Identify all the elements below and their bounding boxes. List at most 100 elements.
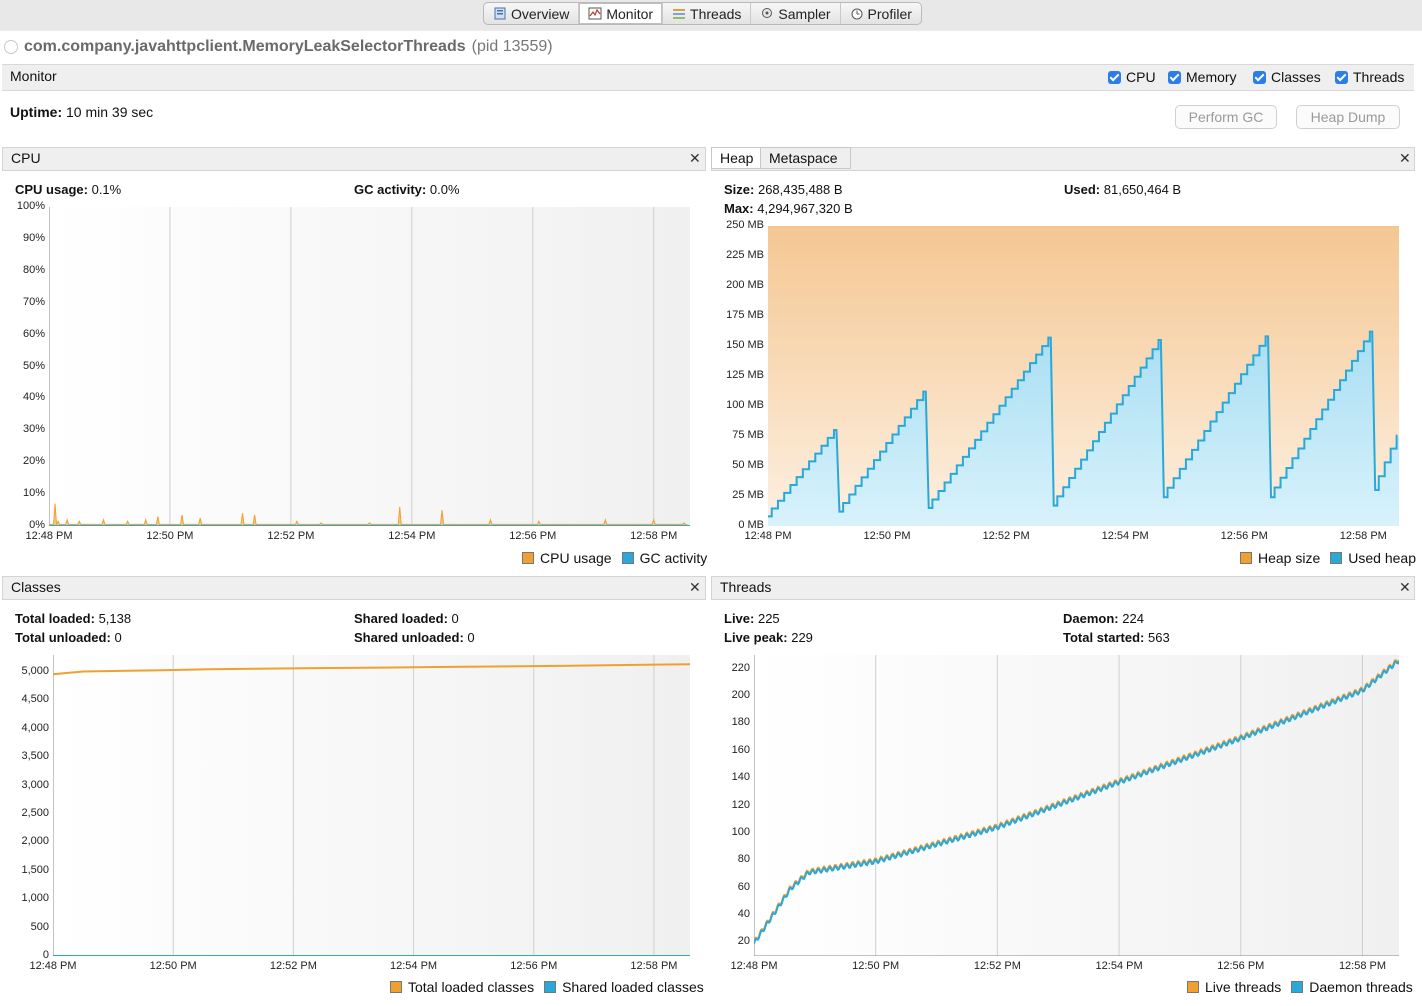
classes-panel-title: Classes <box>11 579 61 595</box>
x-tick-label: 12:48 PM <box>25 530 73 542</box>
y-tick-label: 60 <box>737 880 750 893</box>
y-tick-label: 20% <box>22 455 45 468</box>
legend-gc-activity: GC activity <box>639 550 708 566</box>
y-tick-label: 180 <box>731 716 750 729</box>
tab-sampler[interactable]: Sampler <box>751 3 841 24</box>
checkbox-threads[interactable]: Threads <box>1335 69 1404 85</box>
y-tick-label: 0 MB <box>738 519 764 531</box>
close-icon[interactable]: ✕ <box>1399 579 1411 595</box>
checkbox-classes[interactable]: Classes <box>1253 69 1321 85</box>
legend-cpu-usage: CPU usage <box>540 550 612 566</box>
x-tick-label: 12:54 PM <box>390 960 438 972</box>
x-tick-label: 12:58 PM <box>1339 530 1387 542</box>
x-tick-label: 12:52 PM <box>269 960 317 972</box>
legend-swatch-daemon-threads <box>1291 981 1304 993</box>
daemon-threads-stat: Daemon: 224 <box>1063 611 1144 626</box>
heap-max-stat: Max: 4,294,967,320 B <box>724 201 853 216</box>
uptime-value: 10 min 39 sec <box>66 104 154 120</box>
x-tick-label: 12:58 PM <box>630 530 678 542</box>
process-header: com.company.javahttpclient.MemoryLeakSel… <box>4 37 553 57</box>
y-tick-label: 225 MB <box>726 249 764 261</box>
uptime-label: Uptime: <box>10 104 63 120</box>
tab-threads[interactable]: Threads <box>663 3 752 24</box>
heap-chart <box>768 226 1399 526</box>
status-circle-icon <box>4 40 18 54</box>
total-loaded-stat: Total loaded: 5,138 <box>15 611 132 626</box>
x-tick-label: 12:54 PM <box>388 530 436 542</box>
plot-background <box>49 207 690 526</box>
tab-metaspace[interactable]: Metaspace <box>761 147 851 169</box>
y-tick-label: 125 MB <box>726 369 764 381</box>
overview-icon <box>494 7 506 20</box>
y-tick-label: 2,500 <box>21 807 49 820</box>
y-tick-label: 4,000 <box>21 721 49 734</box>
x-tick-label: 12:58 PM <box>630 960 678 972</box>
checked-icon <box>1108 70 1121 84</box>
x-tick-label: 12:54 PM <box>1101 530 1149 542</box>
y-tick-label: 250 MB <box>726 219 764 231</box>
y-tick-label: 100% <box>16 200 45 212</box>
gc-activity-stat: GC activity: 0.0% <box>354 182 460 197</box>
perform-gc-button[interactable]: Perform GC <box>1175 105 1277 129</box>
y-tick-label: 100 MB <box>726 399 764 411</box>
tab-monitor-label: Monitor <box>606 5 654 22</box>
tab-overview[interactable]: Overview <box>484 3 580 24</box>
checkbox-cpu-label: CPU <box>1126 69 1156 85</box>
y-tick-label: 30% <box>22 423 45 436</box>
x-tick-label: 12:56 PM <box>509 530 557 542</box>
y-tick-label: 50 MB <box>732 459 764 471</box>
heap-legend: Heap size Used heap <box>1240 550 1416 566</box>
tab-profiler-label: Profiler <box>867 5 912 22</box>
legend-swatch-gc-activity <box>621 552 634 564</box>
y-tick-label: 20 <box>737 935 750 948</box>
threads-panel-title: Threads <box>720 579 772 595</box>
tab-threads-label: Threads <box>690 5 742 22</box>
classes-series-0-line <box>53 663 690 676</box>
monitor-title: Monitor <box>10 68 57 84</box>
x-tick-label: 12:48 PM <box>730 960 778 972</box>
y-tick-label: 220 <box>731 661 750 674</box>
checkbox-memory-label: Memory <box>1186 69 1237 85</box>
cpu-panel-header <box>2 147 706 171</box>
y-tick-label: 1,500 <box>21 863 49 876</box>
heap-dump-button[interactable]: Heap Dump <box>1296 105 1400 129</box>
checked-icon <box>1253 70 1266 84</box>
plot-background <box>53 655 690 956</box>
legend-daemon-threads: Daemon threads <box>1309 979 1413 995</box>
cpu-legend: CPU usage GC activity <box>522 550 707 566</box>
threads-legend: Live threads Daemon threads <box>1187 979 1413 995</box>
checkbox-memory[interactable]: Memory <box>1168 69 1237 85</box>
threads-icon <box>673 9 686 19</box>
total-unloaded-stat: Total unloaded: 0 <box>15 630 122 645</box>
tab-monitor[interactable]: Monitor <box>579 3 664 24</box>
profiler-icon <box>851 8 863 20</box>
close-icon[interactable]: ✕ <box>1399 150 1411 166</box>
legend-used-heap: Used heap <box>1348 550 1416 566</box>
legend-live-threads: Live threads <box>1205 979 1282 995</box>
plot-background <box>754 655 1399 956</box>
y-tick-label: 50% <box>22 359 45 372</box>
close-icon[interactable]: ✕ <box>689 150 701 166</box>
x-tick-label: 12:50 PM <box>863 530 911 542</box>
tab-heap[interactable]: Heap <box>711 147 761 169</box>
y-tick-label: 200 <box>731 689 750 702</box>
y-tick-label: 175 MB <box>726 309 764 321</box>
close-icon[interactable]: ✕ <box>689 579 701 595</box>
threads-chart <box>754 655 1399 956</box>
checkbox-threads-label: Threads <box>1353 69 1405 85</box>
legend-heap-size: Heap size <box>1258 550 1321 566</box>
checkbox-cpu[interactable]: CPU <box>1108 69 1156 85</box>
total-started-stat: Total started: 563 <box>1063 630 1170 645</box>
y-tick-label: 140 <box>731 771 750 784</box>
tab-profiler[interactable]: Profiler <box>841 3 921 24</box>
x-tick-label: 12:48 PM <box>29 960 77 972</box>
live-peak-stat: Live peak: 229 <box>724 630 813 645</box>
cpu-panel-title: CPU <box>11 150 41 166</box>
checked-icon <box>1335 70 1348 84</box>
classes-legend: Total loaded classes Shared loaded class… <box>390 979 704 995</box>
classes-chart <box>53 655 690 956</box>
view-tabs: Overview Monitor Threads Sampler Profile… <box>483 2 922 25</box>
heap-size-stat: Size: 268,435,488 B <box>724 182 843 197</box>
process-name: com.company.javahttpclient.MemoryLeakSel… <box>24 38 466 55</box>
uptime: Uptime: 10 min 39 sec <box>10 104 153 120</box>
